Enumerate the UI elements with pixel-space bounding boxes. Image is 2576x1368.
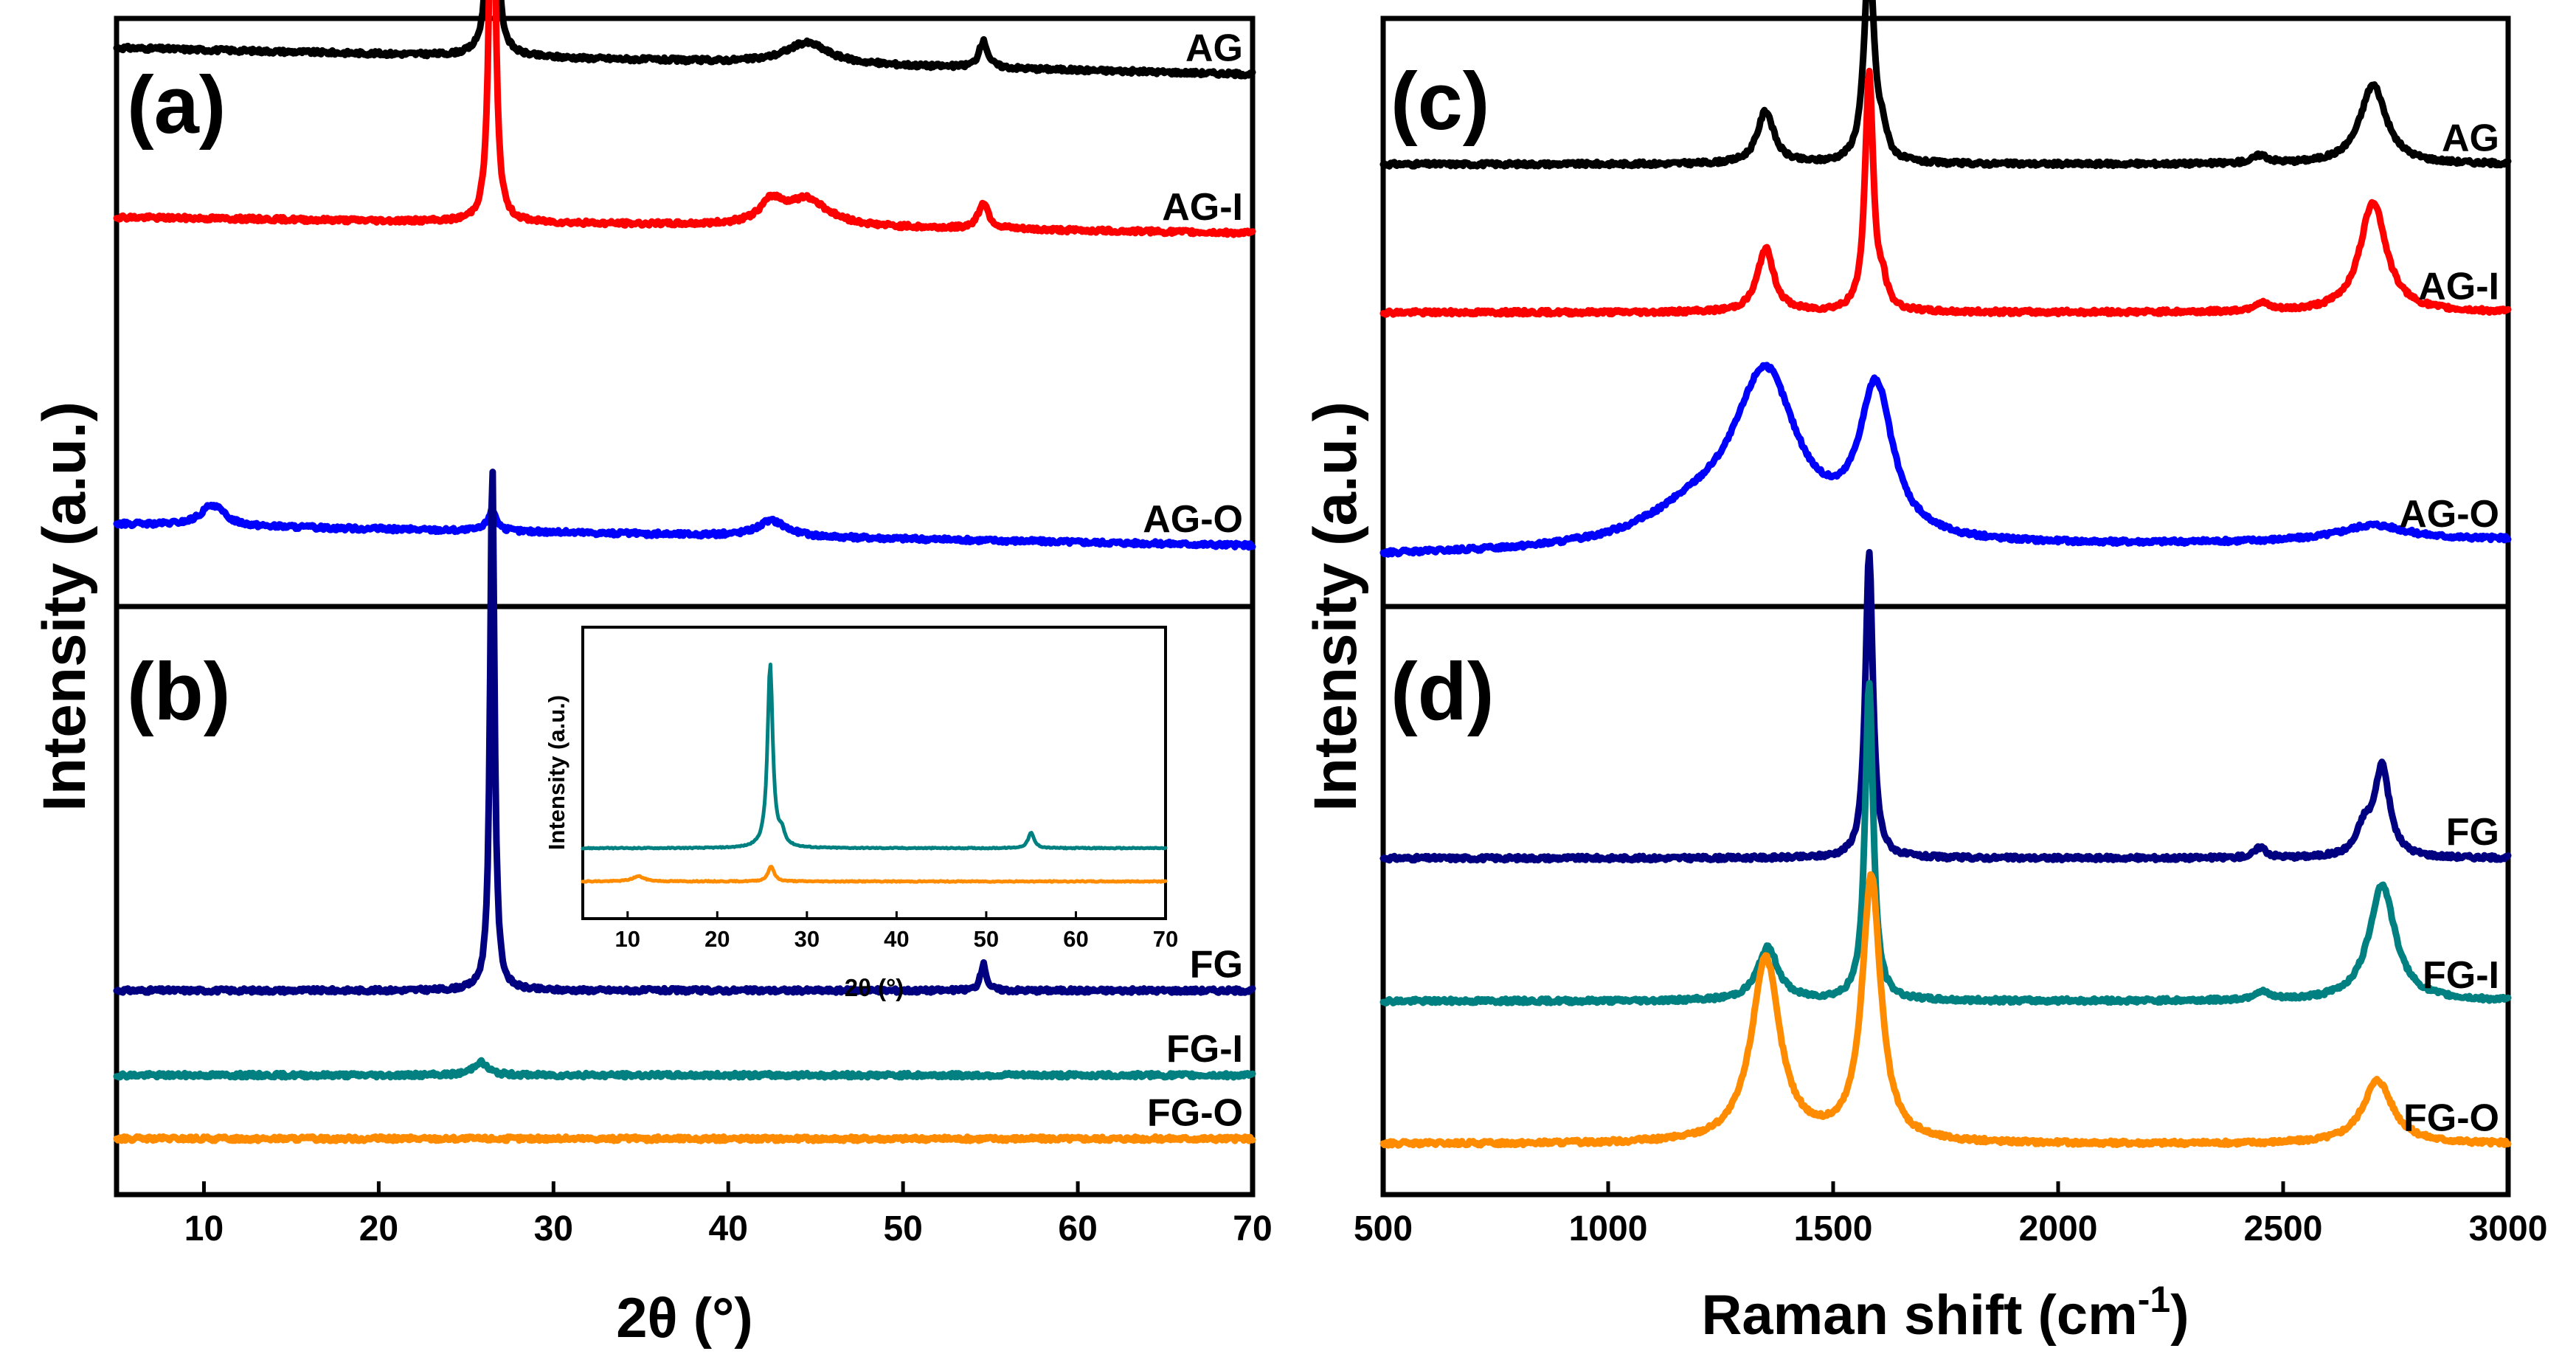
series-label-ag-o: AG-O xyxy=(2399,493,2499,536)
x-tick-label: 60 xyxy=(1063,926,1088,952)
inset-frame xyxy=(581,626,1167,920)
x-tick-label: 1000 xyxy=(1569,1209,1648,1248)
x-tick-label: 3000 xyxy=(2469,1209,2548,1248)
series-line-ag xyxy=(1379,0,2512,170)
series-label-ag-i: AG-I xyxy=(1162,186,1243,229)
x-tick-label: 30 xyxy=(794,926,820,952)
x-tick-label: 1500 xyxy=(1794,1209,1873,1248)
panel-label-d: (d) xyxy=(1391,646,1494,737)
series-line-ag xyxy=(113,0,1256,80)
x-tick-label: 20 xyxy=(359,1209,398,1248)
series-label-fg: FG xyxy=(2446,811,2499,854)
panel-d-plot: FG FG-I FG-O xyxy=(1379,549,2512,1149)
panel-b-frame xyxy=(114,604,1256,1198)
x-tick-label: 10 xyxy=(615,926,640,952)
right-x-axis-label-sup: -1 xyxy=(2138,1279,2170,1320)
x-tick-label: 40 xyxy=(884,926,909,952)
right-y-axis-label: Intensity (a.u.) xyxy=(1302,401,1369,812)
x-tick-label: 30 xyxy=(534,1209,573,1248)
panel-a-plot: AG AG-I AG-O xyxy=(113,0,1256,551)
left-y-axis-label: Intensity (a.u.) xyxy=(31,401,98,812)
right-x-axis-label-end: ) xyxy=(2170,1284,2189,1347)
series-label-fg: FG xyxy=(1190,943,1243,986)
series-line-ag-o xyxy=(1379,362,2512,558)
panel-c-plot: AG AG-I AG-O xyxy=(1379,0,2512,558)
inset-x-label: 2θ (°) xyxy=(845,974,904,1001)
series-label-fg-i: FG-I xyxy=(2423,954,2499,997)
series-label-fg-i: FG-I xyxy=(1166,1028,1243,1071)
series-label-ag: AG xyxy=(2442,117,2499,160)
series-label-ag-i: AG-I xyxy=(2418,266,2499,308)
series-line-fg-o xyxy=(1379,871,2512,1149)
inset-plot xyxy=(581,663,1168,884)
right-x-axis-label: Raman shift (cm-1) xyxy=(1701,1279,2189,1347)
x-tick-label: 70 xyxy=(1153,926,1178,952)
inset-y-label: Intensity (a.u.) xyxy=(544,695,569,850)
x-tick-label: 2000 xyxy=(2019,1209,2098,1248)
series-label-fg-o: FG-O xyxy=(1147,1091,1243,1134)
x-tick-label: 60 xyxy=(1058,1209,1097,1248)
series-label-ag: AG xyxy=(1185,27,1243,70)
series-line-ag-o xyxy=(113,501,1256,551)
series-line-fg xyxy=(1379,549,2512,864)
left-x-axis-label: 2θ (°) xyxy=(616,1287,752,1350)
series-line-fg-o xyxy=(113,1133,1256,1144)
series-line-fg-i xyxy=(581,663,1168,851)
panel-label-c: (c) xyxy=(1391,56,1489,147)
panel-label-a: (a) xyxy=(127,60,226,151)
panel-d-frame xyxy=(1380,604,2511,1198)
x-tick-label: 500 xyxy=(1354,1209,1413,1248)
x-tick-label: 10 xyxy=(184,1209,224,1248)
series-line-fg-i xyxy=(113,1057,1256,1081)
series-line-ag-i xyxy=(1379,67,2512,318)
x-tick-label: 20 xyxy=(704,926,730,952)
x-tick-label: 70 xyxy=(1233,1209,1272,1248)
panel-a-frame xyxy=(114,15,1256,609)
x-tick-label: 40 xyxy=(709,1209,748,1248)
panel-label-b: (b) xyxy=(127,646,230,737)
axis-ticks: 10 20 30 40 50 60 70 500 1000 1500 2000 2500 3000 10 2… xyxy=(184,911,2548,1248)
x-tick-label: 50 xyxy=(883,1209,922,1248)
series-line-fg xyxy=(113,469,1256,996)
panel-b-plot: FG FG-I FG-O xyxy=(113,469,1256,1144)
series-label-ag-o: AG-O xyxy=(1143,498,1243,541)
series-line-fg-i xyxy=(1379,680,2512,1006)
x-tick-label: 2500 xyxy=(2244,1209,2323,1248)
series-label-fg-o: FG-O xyxy=(2403,1097,2499,1140)
right-x-axis-label-main: Raman shift (cm xyxy=(1701,1284,2137,1347)
x-tick-label: 50 xyxy=(974,926,999,952)
series-line-ag-i xyxy=(113,0,1256,238)
series-line-fg-o xyxy=(581,865,1168,884)
